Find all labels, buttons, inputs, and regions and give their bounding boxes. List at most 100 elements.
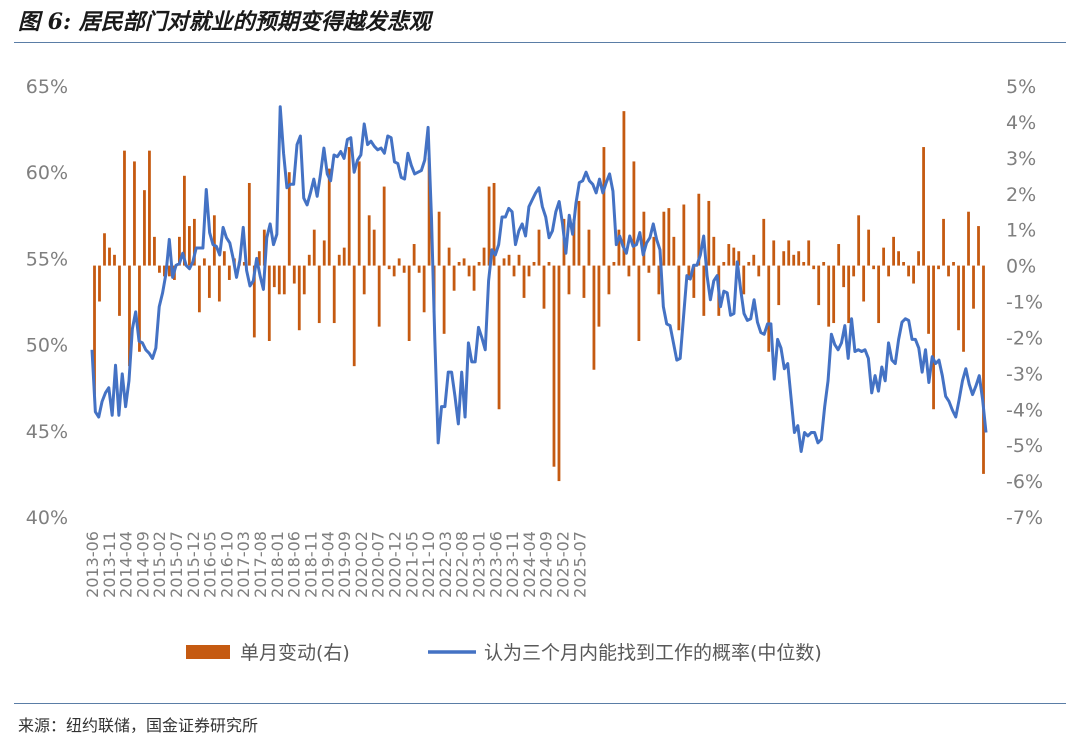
bar [577, 200, 581, 266]
bar [472, 265, 476, 291]
bar [452, 265, 456, 291]
bar [402, 265, 406, 273]
bar [932, 265, 935, 410]
bar [637, 265, 641, 341]
x-tick-label: 2025-07 [570, 531, 589, 598]
bar-series [93, 111, 985, 482]
bar [502, 258, 506, 266]
bar [257, 251, 261, 266]
x-tick-label: 2022-08 [453, 531, 472, 598]
legend-bar-swatch [186, 645, 230, 659]
bar [752, 254, 756, 266]
bar [737, 251, 741, 266]
bar [192, 218, 196, 266]
bar [352, 265, 356, 367]
bar [877, 265, 881, 324]
x-tick-label: 2018-01 [268, 531, 287, 598]
bar [362, 265, 366, 295]
bar [222, 251, 226, 266]
bar [242, 261, 246, 266]
bar [183, 175, 186, 266]
bar [427, 157, 431, 266]
bar [382, 186, 386, 266]
bar [642, 211, 646, 266]
bar [287, 172, 291, 266]
bar [158, 265, 161, 273]
right-tick-label: -6% [1006, 471, 1043, 493]
x-axis: 2013-062013-112014-042014-092015-022015-… [83, 531, 589, 598]
bar [912, 265, 915, 284]
bar [847, 265, 851, 324]
bar [772, 240, 776, 266]
x-tick-label: 2021-10 [419, 531, 438, 598]
bar [657, 265, 661, 295]
bar [267, 265, 271, 341]
bar [652, 236, 656, 266]
bar [712, 236, 716, 266]
x-tick-label: 2015-12 [184, 531, 203, 598]
bar [327, 168, 331, 266]
bar [807, 240, 811, 266]
bar [542, 265, 546, 309]
bar [557, 265, 561, 482]
x-tick-label: 2013-11 [100, 531, 119, 598]
bar [212, 215, 216, 266]
x-tick-label: 2014-04 [117, 531, 136, 598]
bottom-rule [14, 703, 1066, 704]
bar [842, 265, 846, 288]
bar [767, 265, 771, 352]
bar [522, 265, 526, 298]
bar [332, 265, 336, 324]
bar [872, 265, 876, 270]
bar [457, 261, 461, 266]
bar [118, 265, 121, 316]
bar [552, 265, 556, 467]
chart: 65% 60% 55% 50% 45% 40% 5% 4% 3% 2% 1% 0% -1% -2% -3%… [26, 76, 1043, 664]
bar [437, 211, 441, 266]
bar [337, 254, 341, 266]
bar [217, 265, 221, 302]
bar [412, 244, 416, 266]
bar [133, 161, 136, 266]
bar [272, 265, 276, 288]
right-tick-label: 2% [1006, 184, 1036, 206]
bar [387, 265, 391, 270]
bar [977, 226, 980, 266]
x-tick-label: 2015-02 [150, 531, 169, 598]
left-tick-label: 55% [26, 248, 68, 270]
bar [377, 265, 381, 327]
bar [957, 265, 960, 331]
bar [782, 251, 786, 266]
right-tick-label: -5% [1006, 435, 1043, 457]
bar [687, 265, 691, 280]
bar [827, 265, 831, 327]
bar [138, 265, 141, 352]
x-tick-label: 2016-10 [217, 531, 236, 598]
bar [792, 254, 796, 266]
bar [617, 229, 621, 266]
right-tick-label: 0% [1006, 256, 1036, 278]
x-tick-label: 2019-04 [318, 531, 337, 598]
line-series [90, 105, 988, 453]
bar [592, 265, 596, 370]
bar [982, 265, 985, 474]
bar [597, 265, 601, 327]
legend-line-label: 认为三个月内能找到工作的概率(中位数) [484, 642, 822, 664]
right-tick-label: 4% [1006, 112, 1036, 134]
x-tick-label: 2024-09 [537, 531, 556, 598]
bar [917, 251, 920, 266]
bar [882, 247, 886, 266]
bar [168, 265, 171, 277]
bar [512, 265, 516, 277]
bar [532, 261, 536, 266]
x-tick-label: 2022-03 [436, 531, 455, 598]
bar [143, 190, 146, 266]
bar [922, 147, 925, 266]
bar [862, 265, 866, 302]
bar [797, 251, 801, 266]
bar [952, 261, 955, 266]
bar [587, 229, 591, 266]
bar [103, 233, 106, 266]
bar [307, 254, 311, 266]
bar [477, 261, 481, 266]
